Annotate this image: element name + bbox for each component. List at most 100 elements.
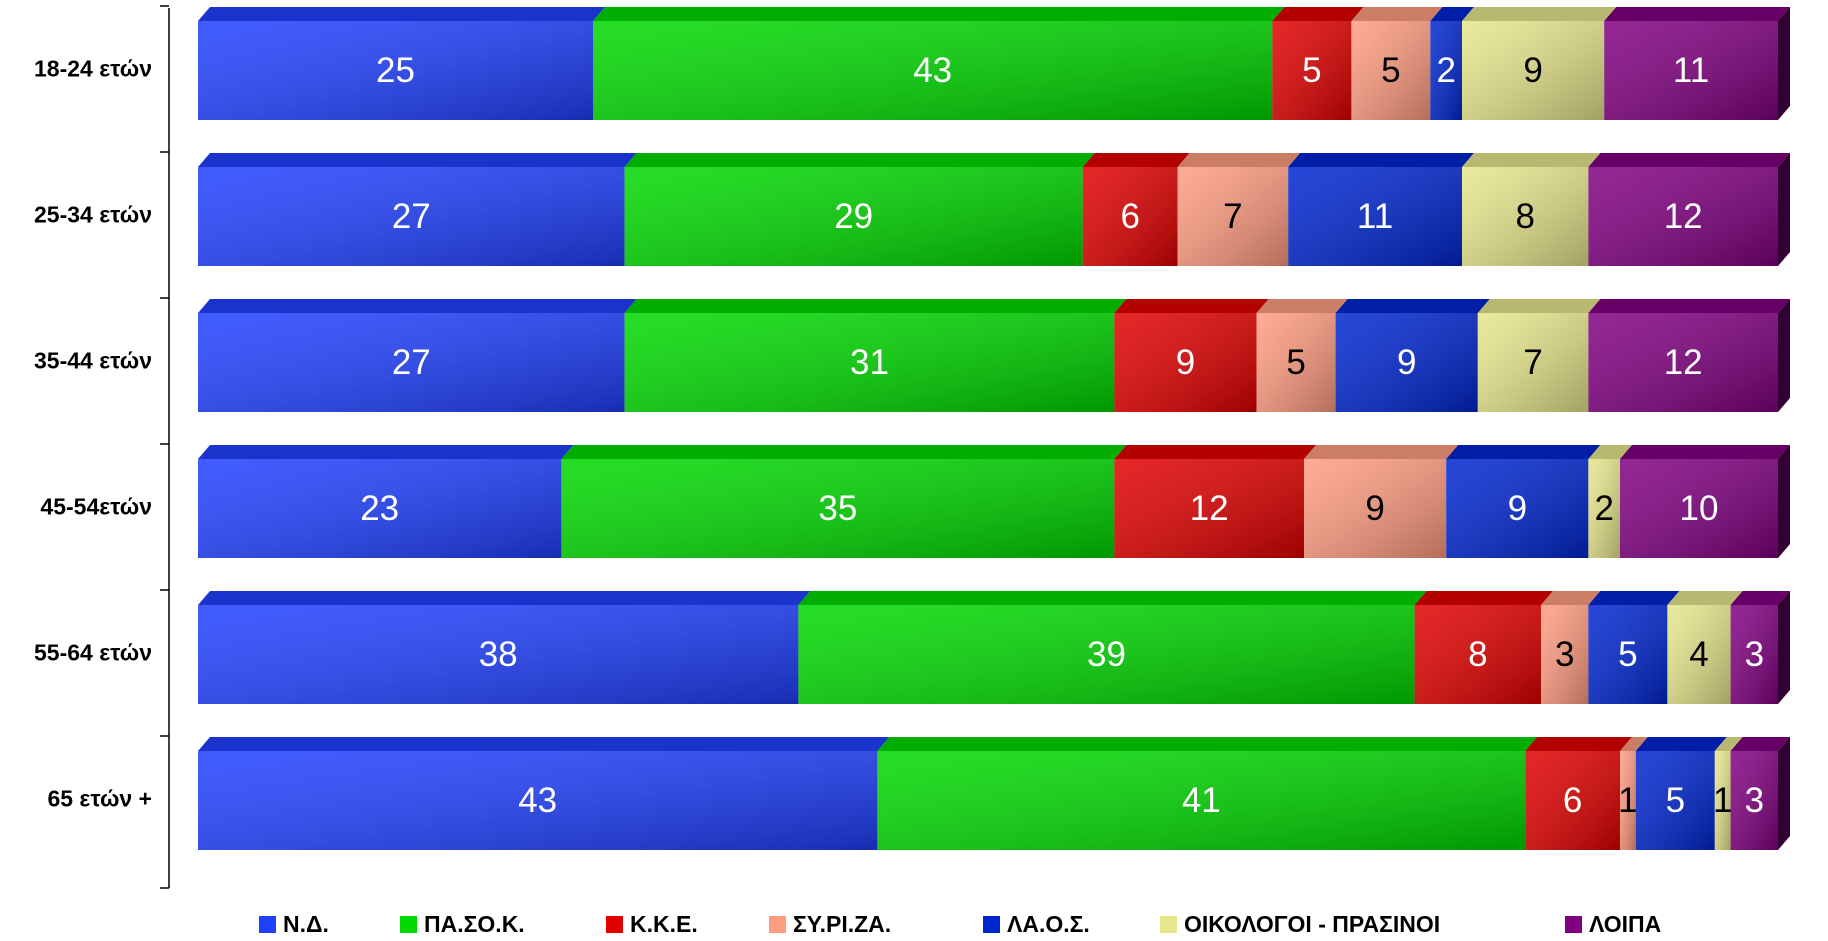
bar-shade	[1462, 21, 1605, 120]
bar-top	[1635, 737, 1727, 751]
legend-label: Ν.Δ.	[283, 911, 329, 937]
bar-shade	[1667, 605, 1731, 704]
bar-shade	[198, 313, 625, 412]
bar-top	[198, 591, 811, 605]
bar-top	[1351, 7, 1443, 21]
bar-shade	[1730, 605, 1778, 704]
bar-shade	[798, 605, 1415, 704]
value-label: 27	[392, 343, 431, 382]
legend-label: ΣΥ.ΡΙ.ΖΑ.	[793, 911, 891, 937]
bar-top	[1588, 591, 1680, 605]
bar-shade	[1430, 21, 1462, 120]
category-label: 55-64 ετών	[34, 640, 152, 666]
bar-top	[198, 299, 637, 313]
bar-side	[1778, 591, 1790, 704]
bar-side	[1778, 737, 1790, 850]
legend-label: Κ.Κ.Ε.	[630, 911, 698, 937]
value-label: 1	[1618, 781, 1637, 820]
legend-swatch	[983, 916, 1000, 933]
value-label: 35	[818, 489, 857, 528]
bar-shade	[1462, 167, 1589, 266]
value-label: 31	[850, 343, 889, 382]
bar-top	[198, 737, 890, 751]
value-label: 10	[1680, 489, 1719, 528]
value-label: 7	[1523, 343, 1542, 382]
bar-shade	[1477, 313, 1589, 412]
bar-shade	[1604, 21, 1778, 120]
bar-top	[1462, 153, 1601, 167]
legend-label: ΛΟΙΠΑ	[1589, 911, 1661, 937]
bar-top	[1082, 153, 1190, 167]
bar-top	[1288, 153, 1474, 167]
bar-shade	[561, 459, 1115, 558]
legend-swatch	[606, 916, 623, 933]
value-label: 38	[479, 635, 518, 674]
category-label: 45-54ετών	[40, 494, 152, 520]
value-label: 27	[392, 197, 431, 236]
bar-shade	[1272, 21, 1352, 120]
legend-label: ΛΑ.Ο.Σ.	[1007, 911, 1090, 937]
legend-swatch	[400, 916, 417, 933]
bar-top	[1620, 737, 1648, 751]
value-label: 6	[1563, 781, 1582, 820]
bar-top	[198, 445, 574, 459]
bar-top	[1541, 591, 1601, 605]
bar-top	[1177, 153, 1301, 167]
bar-shade	[1256, 313, 1336, 412]
value-label: 23	[360, 489, 399, 528]
bar-top	[1714, 737, 1743, 751]
bar-shade	[1082, 167, 1178, 266]
bar-top	[624, 153, 1095, 167]
bar-top	[1430, 7, 1474, 21]
value-label: 41	[1182, 781, 1221, 820]
value-label: 29	[834, 197, 873, 236]
bar-shade	[1730, 751, 1778, 850]
bar-shade	[1714, 751, 1731, 850]
bar-top	[1272, 7, 1364, 21]
bar-top	[1730, 591, 1790, 605]
bar-top	[798, 591, 1427, 605]
value-label: 9	[1523, 51, 1542, 90]
bar-shade	[1351, 21, 1431, 120]
value-label: 11	[1673, 51, 1709, 90]
bar-side	[1778, 299, 1790, 412]
bar-top	[877, 737, 1538, 751]
value-label: 3	[1555, 635, 1574, 674]
bar-top	[1620, 445, 1790, 459]
bar-shade	[1588, 605, 1668, 704]
bar-top	[198, 7, 605, 21]
legend-swatch	[769, 916, 786, 933]
category-label: 25-34 ετών	[34, 202, 152, 228]
value-label: 3	[1745, 781, 1764, 820]
bar-shade	[1114, 313, 1257, 412]
bar-side	[1778, 153, 1790, 266]
bar-shade	[593, 21, 1273, 120]
bar-top	[1667, 591, 1743, 605]
bar-shade	[1635, 751, 1715, 850]
value-label: 43	[518, 781, 557, 820]
bar-top	[1414, 591, 1553, 605]
bar-shade	[1588, 313, 1778, 412]
value-label: 2	[1594, 489, 1613, 528]
bar-top	[1446, 445, 1601, 459]
bar-shade	[1620, 459, 1778, 558]
value-label: 5	[1286, 343, 1305, 382]
value-label: 39	[1087, 635, 1126, 674]
value-label: 12	[1664, 343, 1703, 382]
bar-shade	[198, 459, 562, 558]
bar-top	[1304, 445, 1459, 459]
value-label: 9	[1508, 489, 1527, 528]
category-label: 65 ετών +	[47, 786, 152, 812]
value-label: 7	[1223, 197, 1242, 236]
bar-top	[1114, 299, 1269, 313]
bar-shade	[1541, 605, 1589, 704]
value-label: 25	[376, 51, 415, 90]
legend-label: ΠΑ.ΣΟ.Κ.	[424, 911, 525, 937]
value-label: 5	[1302, 51, 1321, 90]
bar-top	[1588, 153, 1790, 167]
bar-side	[1778, 445, 1790, 558]
legend-label: ΟΙΚΟΛΟΓΟΙ - ΠΡΑΣΙΝΟΙ	[1184, 911, 1440, 937]
bar-shade	[1525, 751, 1620, 850]
bar-shade	[1288, 167, 1462, 266]
